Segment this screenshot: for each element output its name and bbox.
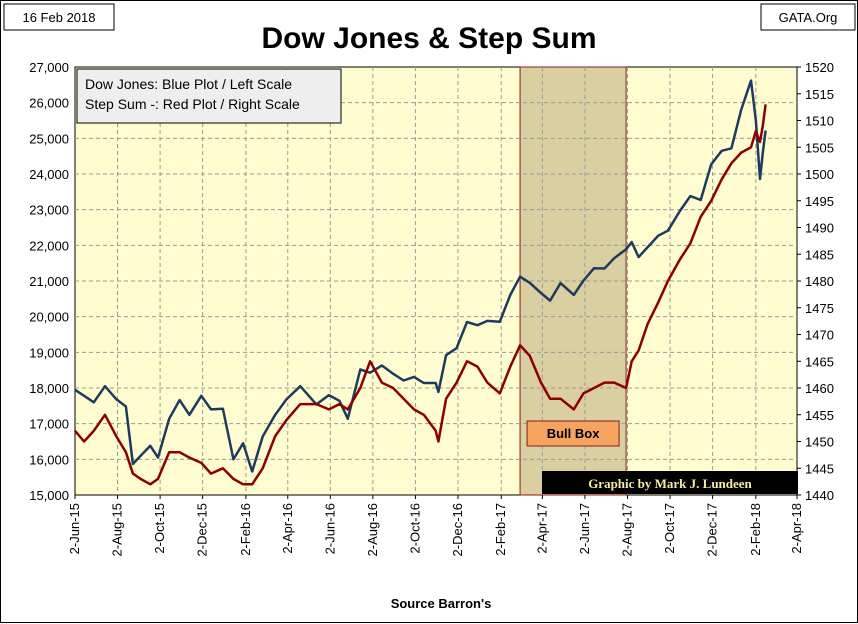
legend-line-2: Step Sum -: Red Plot / Right Scale (85, 96, 300, 112)
x-tick-label: 2-Jun-16 (322, 503, 337, 554)
x-tick-label: 2-Apr-16 (280, 503, 295, 554)
x-tick-label: 2-Oct-17 (662, 503, 677, 554)
y-right-tick-label: 1475 (805, 301, 834, 316)
site-box (760, 3, 856, 31)
y-left-tick-label: 19,000 (29, 345, 69, 360)
x-tick-label: 2-Aug-15 (110, 503, 125, 556)
y-right-tick-label: 1520 (805, 60, 834, 75)
date-label: 16 Feb 2018 (22, 10, 95, 25)
x-tick-label: 2-Jun-17 (577, 503, 592, 554)
site-label: GATA.Org (779, 10, 838, 25)
y-left-tick-label: 17,000 (29, 417, 69, 432)
x-tick-label: 2-Oct-15 (152, 503, 167, 554)
x-tick-label: 2-Jun-15 (67, 503, 82, 554)
x-tick-label: 2-Dec-16 (450, 503, 465, 556)
x-tick-label: 2-Aug-16 (365, 503, 380, 556)
legend-box (76, 68, 342, 124)
y-left-tick-label: 22,000 (29, 238, 69, 253)
y-right-tick-label: 1450 (805, 435, 834, 450)
x-tick-label: 2-Aug-17 (619, 503, 634, 556)
y-left-tick-label: 24,000 (29, 167, 69, 182)
chart-title: Dow Jones & Step Sum (261, 22, 596, 55)
y-right-tick-label: 1495 (805, 194, 834, 209)
y-right-tick-label: 1465 (805, 354, 834, 369)
legend-line-1: Dow Jones: Blue Plot / Left Scale (85, 76, 292, 92)
x-tick-label: 2-Feb-17 (493, 503, 508, 556)
credit-box (542, 471, 798, 494)
y-left-tick-label: 25,000 (29, 131, 69, 146)
axes: 15,000 16,000 17,000 18,000 19,000 20,000 21,0… (29, 60, 834, 556)
y-left-tick-label: 23,000 (29, 203, 69, 218)
y-right-tick-label: 1485 (805, 247, 834, 262)
y-left-tick-label: 15,000 (29, 488, 69, 503)
x-tick-label: 2-Apr-18 (789, 503, 804, 554)
y-right-tick-label: 1505 (805, 140, 834, 155)
series-lines (74, 79, 767, 486)
date-box (3, 3, 115, 31)
bull-box-label: Bull Box (547, 426, 600, 441)
y-right-tick-label: 1480 (805, 274, 834, 289)
y-left-tick-label: 21,000 (29, 274, 69, 289)
x-tick-label: 2-Oct-16 (407, 503, 422, 554)
y-left-tick-label: 27,000 (29, 60, 69, 75)
credit-label: Graphic by Mark J. Lundeen (588, 476, 752, 491)
y-right-tick-label: 1455 (805, 408, 834, 423)
x-tick-label: 2-Dec-17 (705, 503, 720, 556)
y-right-tick-label: 1515 (805, 87, 834, 102)
y-right-tick-label: 1470 (805, 328, 834, 343)
x-tick-label: 2-Feb-18 (748, 503, 763, 556)
y-right-tick-label: 1460 (805, 381, 834, 396)
y-left-tick-label: 16,000 (29, 452, 69, 467)
y-right-tick-label: 1445 (805, 461, 834, 476)
y-left-tick-label: 18,000 (29, 381, 69, 396)
y-right-tick-label: 1490 (805, 221, 834, 236)
x-tick-label: 2-Feb-16 (238, 503, 253, 556)
y-right-tick-label: 1510 (805, 114, 834, 129)
y-left-tick-label: 20,000 (29, 310, 69, 325)
dow-jones-line (74, 79, 767, 473)
x-axis-label: Source Barron's (391, 596, 492, 611)
step-sum-line (74, 104, 767, 486)
y-right-tick-label: 1500 (805, 167, 834, 182)
x-tick-label: 2-Dec-15 (195, 503, 210, 556)
x-tick-label: 2-Apr-17 (534, 503, 549, 554)
y-left-tick-label: 26,000 (29, 96, 69, 111)
y-right-tick-label: 1440 (805, 488, 834, 503)
bull-box-label-bg (526, 420, 620, 447)
